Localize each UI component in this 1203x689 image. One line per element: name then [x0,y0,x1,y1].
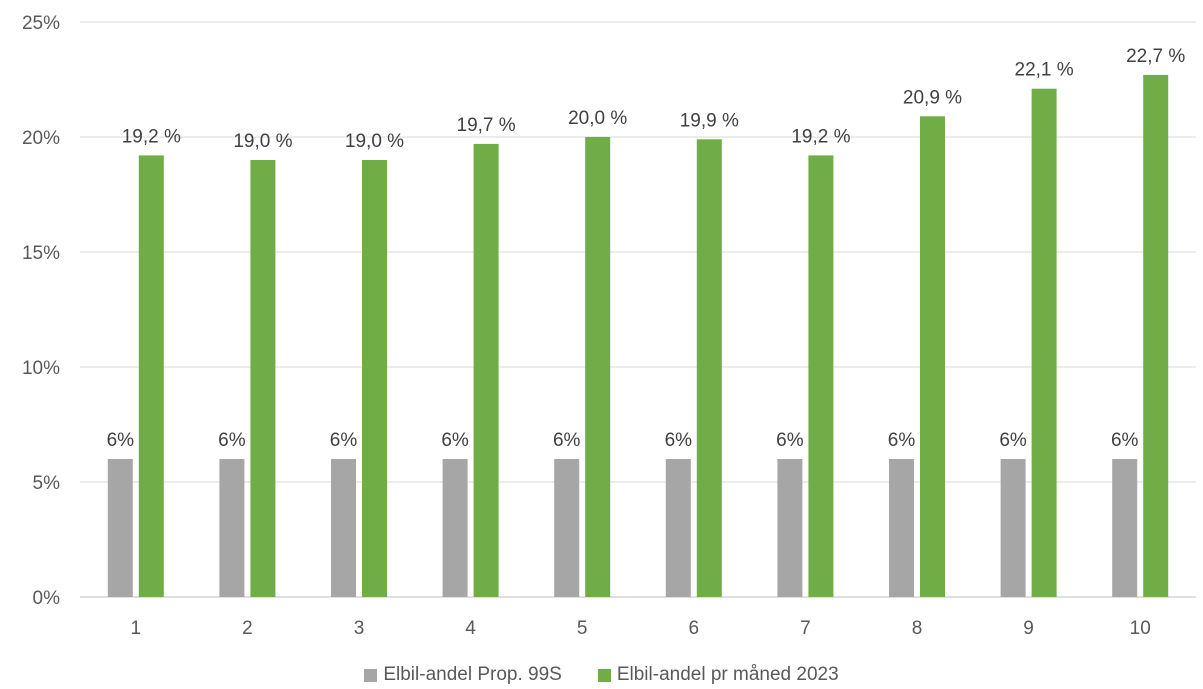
bar-prop99s [777,459,803,597]
x-tick-label: 1 [131,618,142,639]
x-tick-label: 5 [577,618,588,639]
y-tick-label: 20% [22,128,60,149]
bar-prop99s [219,459,245,597]
bar-2023 [1143,74,1169,597]
bar-2023 [1031,88,1057,597]
bar-prop99s [331,459,356,597]
bar-prop99s [1000,459,1026,597]
y-tick-label: 0% [33,588,61,609]
data-label-prop99s: 6% [441,430,469,451]
x-tick-label: 3 [354,618,365,639]
data-label-prop99s: 6% [776,430,804,451]
x-tick-label: 2 [242,618,253,639]
bar-2023 [250,160,276,597]
legend-label-prop99s: Elbil-andel Prop. 99S [383,664,562,685]
data-label-prop99s: 6% [1111,430,1139,451]
x-tick-label: 10 [1130,618,1151,639]
legend-item-2023: Elbil-andel pr måned 2023 [597,664,839,686]
y-tick-label: 15% [22,243,60,264]
bar-2023 [696,139,722,598]
legend-swatch-2023 [597,668,611,682]
bar-prop99s [1112,459,1138,597]
y-tick-label: 10% [22,358,60,379]
bar-2023 [362,160,387,597]
legend-swatch-prop99s [364,668,378,682]
bar-prop99s [554,459,580,597]
data-label-prop99s: 6% [999,430,1027,451]
data-label-2023: 20,9 % [903,87,962,108]
bar-2023 [920,116,945,598]
data-labels: 6% 19,2 % 6% 19,0 % 6% 19,0 % 6% 19,7 % 6% 20,0 %… [107,46,1186,451]
legend-item-prop99s: Elbil-andel Prop. 99S [364,664,562,686]
data-label-prop99s: 6% [218,430,246,451]
data-label-prop99s: 6% [665,430,693,451]
y-tick-label: 25% [22,13,60,34]
bar-prop99s [889,459,914,597]
x-axis-ticks: 1 2 3 4 5 6 7 8 9 10 [131,618,1151,639]
data-label-2023: 19,7 % [457,115,516,136]
y-axis-ticks: 0% 5% 10% 15% 20% 25% [22,13,60,609]
data-label-2023: 19,9 % [680,110,739,131]
legend: Elbil-andel Prop. 99S Elbil-andel pr mån… [0,664,1203,686]
data-label-2023: 19,2 % [122,126,181,147]
data-label-prop99s: 6% [888,430,916,451]
legend-label-2023: Elbil-andel pr måned 2023 [616,664,839,685]
x-tick-label: 7 [800,618,811,639]
data-label-2023: 22,7 % [1126,46,1185,67]
bar-2023 [808,155,834,597]
x-tick-label: 4 [465,618,476,639]
data-label-2023: 22,1 % [1015,60,1074,81]
data-label-2023: 19,2 % [791,126,850,147]
data-label-2023: 19,0 % [345,131,404,152]
bar-prop99s [665,459,691,597]
bar-2023 [585,137,611,597]
data-label-prop99s: 6% [553,430,581,451]
bar-2023 [473,143,499,597]
x-tick-label: 9 [1023,618,1034,639]
x-tick-label: 8 [912,618,923,639]
bar-2023 [138,155,164,597]
data-label-2023: 20,0 % [568,108,627,129]
data-label-prop99s: 6% [330,430,358,451]
bar-prop99s [107,459,133,597]
data-label-2023: 19,0 % [233,131,292,152]
bars [107,74,1169,598]
bar-prop99s [442,459,468,597]
y-tick-label: 5% [33,473,61,494]
chart: 0% 5% 10% 15% 20% 25% 6% 19,2 % 6% 19,0 % 6% 19,0 … [22,13,1196,639]
gridlines [80,21,1196,598]
data-label-prop99s: 6% [107,430,135,451]
x-tick-label: 6 [689,618,700,639]
